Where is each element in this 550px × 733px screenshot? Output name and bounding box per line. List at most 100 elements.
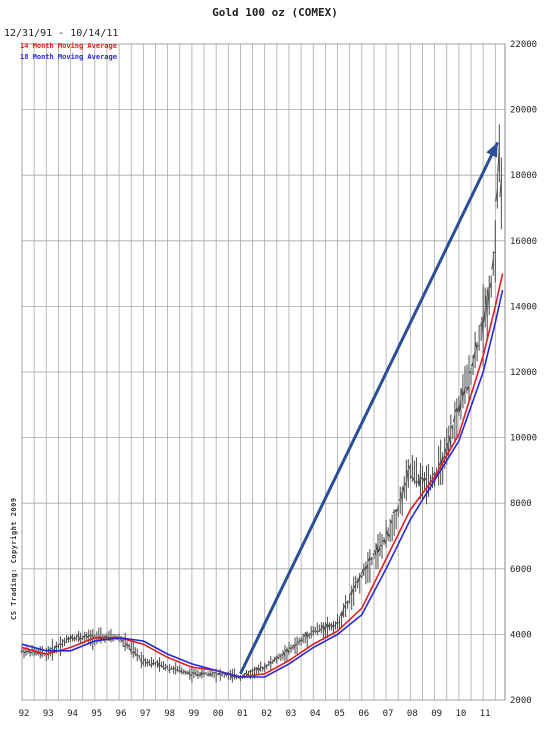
x-tick-label: 02 <box>261 709 272 719</box>
x-tick-label: 09 <box>431 709 442 719</box>
x-tick-label: 96 <box>116 709 127 719</box>
price-tick <box>398 498 401 502</box>
moving-averages <box>21 273 504 678</box>
price-tick <box>329 623 332 627</box>
price-tick <box>202 672 205 675</box>
price-tick <box>313 630 316 632</box>
x-tick-label: 07 <box>383 709 394 719</box>
price-tick <box>452 415 456 423</box>
price-tick <box>56 645 59 648</box>
y-tick-label: 16000 <box>510 237 537 247</box>
x-tick-label: 95 <box>91 709 102 719</box>
price-tick <box>78 635 82 641</box>
price-tick <box>412 477 415 482</box>
price-tick <box>208 673 211 676</box>
price-tick <box>416 481 419 483</box>
price-tick <box>489 281 492 289</box>
price-tick <box>347 600 350 603</box>
price-tick <box>176 669 178 671</box>
price-tick <box>442 455 446 459</box>
price-tick <box>242 674 245 676</box>
legend-ma14: 14 Month Moving Average <box>20 42 117 50</box>
price-tick <box>262 665 266 670</box>
price-tick <box>333 624 336 627</box>
price-tick <box>345 601 348 604</box>
price-tick <box>321 624 324 629</box>
ma18-line <box>21 289 504 678</box>
price-tick <box>361 569 365 576</box>
x-tick-label: 03 <box>286 709 297 719</box>
price-tick <box>76 634 79 637</box>
x-tick-label: 10 <box>455 709 466 719</box>
price-tick <box>250 670 253 672</box>
grid-lines <box>21 43 506 701</box>
price-tick <box>246 673 249 676</box>
price-tick <box>74 636 78 640</box>
price-tick <box>157 662 161 669</box>
x-tick-label: 00 <box>213 709 224 719</box>
price-tick <box>450 425 454 430</box>
price-tick <box>295 643 298 646</box>
price-tick <box>365 564 369 569</box>
price-tick <box>119 638 122 641</box>
price-tick <box>129 648 132 652</box>
price-tick <box>279 655 282 658</box>
date-range: 12/31/91 - 10/14/11 <box>4 28 119 39</box>
price-tick <box>159 664 162 667</box>
y-tick-label: 14000 <box>510 302 537 312</box>
price-tick <box>200 670 203 676</box>
price-tick <box>139 658 142 662</box>
price-tick <box>303 634 306 637</box>
price-tick <box>186 672 189 675</box>
ma14-line <box>21 273 504 678</box>
price-tick <box>184 671 187 674</box>
trend-arrow-head <box>486 142 498 158</box>
price-tick <box>337 621 340 624</box>
price-tick <box>301 639 304 642</box>
price-tick <box>282 652 286 657</box>
y-tick-label: 2000 <box>510 696 532 706</box>
x-tick-label: 05 <box>334 709 345 719</box>
price-tick <box>495 189 498 202</box>
price-tick <box>367 557 371 562</box>
price-tick <box>369 557 373 561</box>
price-tick <box>315 630 318 633</box>
axis-ticks: 92 93 94 95 96 97 98 99 00 01 02 03 04 05 06 07 08 09 10 11… <box>19 40 538 719</box>
price-tick <box>84 634 88 638</box>
price-tick <box>50 647 53 650</box>
price-tick <box>155 660 158 663</box>
price-tick <box>471 361 474 367</box>
price-tick <box>169 668 172 670</box>
price-tick <box>335 621 338 624</box>
price-tick <box>396 506 399 512</box>
price-tick <box>394 509 397 513</box>
price-tick <box>319 628 322 631</box>
y-tick-label: 12000 <box>510 368 537 378</box>
price-tick <box>48 648 51 651</box>
price-bars <box>20 124 502 683</box>
price-tick <box>127 645 130 648</box>
price-tick <box>194 672 197 674</box>
price-tick <box>271 661 274 664</box>
price-tick <box>192 672 195 675</box>
x-tick-label: 11 <box>480 709 491 719</box>
price-tick <box>276 656 280 660</box>
price-tick <box>481 316 484 338</box>
price-tick <box>86 634 90 639</box>
x-tick-label: 04 <box>310 709 321 719</box>
price-tick <box>465 386 468 390</box>
price-tick <box>24 651 27 654</box>
price-tick <box>123 645 126 648</box>
price-tick <box>153 662 156 664</box>
price-tick <box>458 399 462 412</box>
price-tick <box>382 539 385 542</box>
price-tick <box>497 144 500 173</box>
copyright-text: CS Trading: Copyright 2009 <box>10 497 18 620</box>
price-tick <box>291 646 294 649</box>
price-tick <box>309 633 312 636</box>
price-tick <box>299 639 302 642</box>
price-tick <box>206 674 209 676</box>
price-tick <box>66 637 69 641</box>
price-tick <box>485 295 488 317</box>
